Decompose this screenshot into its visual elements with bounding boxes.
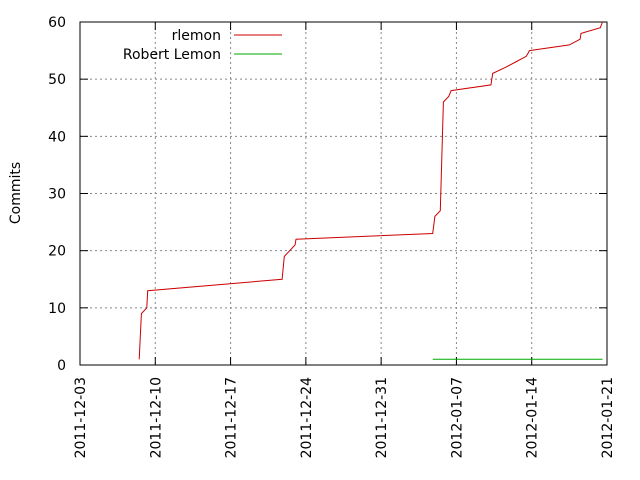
legend: rlemon Robert Lemon bbox=[123, 28, 282, 63]
legend-label: Robert Lemon bbox=[123, 47, 221, 63]
x-tick-label: 2011-12-24 bbox=[299, 377, 315, 458]
y-tick-label: 10 bbox=[48, 301, 66, 317]
grid-lines bbox=[80, 22, 607, 365]
x-tick-label: 2011-12-10 bbox=[148, 377, 164, 458]
x-tick-label: 2012-01-21 bbox=[600, 377, 616, 458]
series-line-0 bbox=[138, 21, 603, 360]
x-tick-label: 2011-12-03 bbox=[73, 377, 89, 458]
y-tick-label: 50 bbox=[48, 72, 66, 88]
y-tick-label: 60 bbox=[48, 15, 66, 31]
y-tick-label: 40 bbox=[48, 129, 66, 145]
legend-label: rlemon bbox=[172, 28, 221, 44]
y-tick-label: 30 bbox=[48, 187, 66, 203]
plot-frame bbox=[79, 21, 608, 366]
y-tick-label: 20 bbox=[48, 244, 66, 260]
x-tick-label: 2011-12-17 bbox=[224, 377, 240, 458]
x-tick-label: 2012-01-07 bbox=[449, 377, 465, 458]
data-series bbox=[138, 21, 603, 360]
x-tick-label: 2011-12-31 bbox=[374, 377, 390, 458]
x-tick-label: 2012-01-14 bbox=[525, 377, 541, 458]
y-tick-label: 0 bbox=[57, 358, 66, 374]
axis-ticks: 0 10 20 30 40 50 60 2011-12-03 2011-12-10 2011-12… bbox=[48, 15, 616, 458]
y-axis-label: Commits bbox=[8, 162, 24, 224]
